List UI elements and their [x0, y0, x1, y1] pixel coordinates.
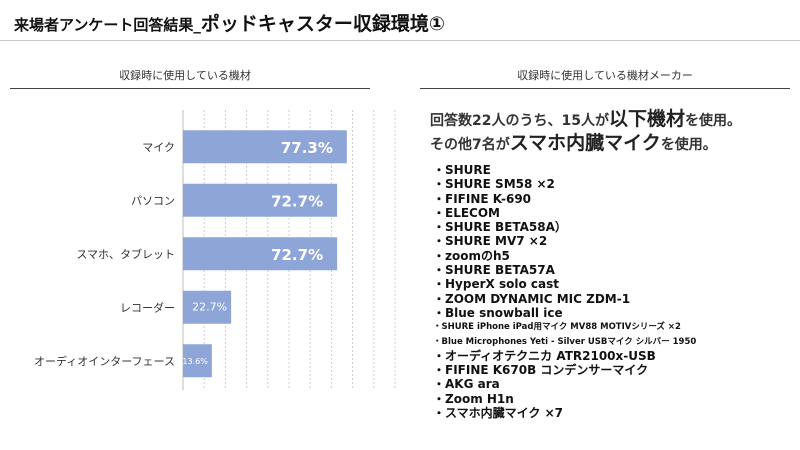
bar	[183, 130, 347, 164]
category-label: スマホ、タブレット	[76, 247, 175, 261]
summary-line-2-c: を使用。	[660, 137, 717, 153]
page-title-main: ポッドキャスター収録環境①	[200, 13, 445, 35]
data-label: 13.6%	[182, 357, 208, 366]
bar-chart: マイク 77.3% パソコン 72.7% スマホ、タブレット 72.7% レコーダー 22.7…	[34, 110, 396, 390]
category-label: レコーダー	[120, 300, 175, 314]
left-panel-rule	[10, 88, 370, 89]
maker-item: ・SHURE BETA58A）	[433, 220, 567, 235]
maker-item: ・ZOOM DYNAMIC MIC ZDM-1	[433, 291, 631, 306]
page-title: 来場者アンケート回答結果_ポッドキャスター収録環境①	[14, 9, 445, 36]
right-panel-heading: 収録時に使用している機材メーカー	[517, 69, 693, 82]
maker-item: ・HyperX solo cast	[433, 277, 559, 292]
maker-item: ・SHURE iPhone iPad用マイク MV88 MOTIVシリーズ ×2	[433, 322, 681, 333]
maker-item: ・zoomのh5	[433, 248, 510, 263]
data-label: 72.7%	[271, 192, 323, 210]
maker-item: ・Zoom H1n	[433, 391, 514, 406]
summary-line-2-a: その他7名が	[430, 137, 510, 153]
left-panel-heading: 収録時に使用している機材	[119, 69, 251, 82]
maker-item: ・FIFINE K-690	[433, 191, 532, 206]
maker-item: ・Blue snowball ice	[433, 305, 563, 320]
maker-item: ・SHURE BETA57A	[433, 263, 555, 278]
data-label: 77.3%	[281, 139, 333, 157]
right-panel-rule	[420, 88, 790, 89]
summary-line-2-b: スマホ内臓マイク	[509, 132, 661, 154]
category-label: パソコン	[131, 194, 175, 207]
data-label: 22.7%	[192, 300, 227, 313]
maker-list: ・SHURE ・SHURE SM58 ×2 ・FIFINE K-690 ・ELE…	[433, 163, 696, 420]
bar	[183, 344, 212, 378]
category-label: オーディオインターフェース	[34, 354, 175, 368]
maker-item: ・ELECOM	[433, 205, 500, 220]
page-title-prefix: 来場者アンケート回答結果_	[14, 16, 201, 34]
maker-item: ・オーディオテクニカ ATR2100x-USB	[433, 348, 656, 363]
data-label: 72.7%	[271, 246, 323, 264]
summary-line-1-a: 回答数22人のうち、15人が	[430, 113, 609, 129]
summary-line-2: その他7名がスマホ内臓マイクを使用。	[430, 128, 717, 155]
summary-line-1-c: を使用。	[684, 113, 741, 129]
bar	[183, 290, 232, 324]
summary-line-1: 回答数22人のうち、15人が以下機材を使用。	[430, 104, 741, 131]
bar	[183, 183, 338, 217]
maker-item: ・AKG ara	[433, 377, 500, 392]
maker-item: ・SHURE MV7 ×2	[433, 234, 548, 249]
title-divider	[0, 40, 800, 41]
maker-item: ・FIFINE K670B コンデンサーマイク	[433, 363, 649, 378]
maker-item: ・スマホ内臓マイク ×7	[433, 406, 563, 421]
maker-item: ・Blue Microphones Yeti - Silver USBマイク シ…	[433, 336, 697, 347]
category-label: マイク	[142, 141, 175, 154]
maker-item: ・SHURE	[433, 163, 491, 177]
bar	[183, 237, 338, 271]
summary-line-1-b: 以下機材	[608, 108, 685, 130]
maker-item: ・SHURE SM58 ×2	[433, 177, 555, 192]
